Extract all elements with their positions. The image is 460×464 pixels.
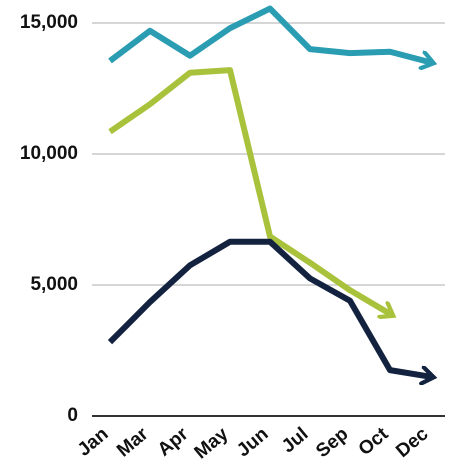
- x-tick-label: Mar: [113, 423, 153, 461]
- x-tick-label: Jun: [233, 424, 272, 462]
- x-tick-label: May: [191, 423, 233, 463]
- line-series: [107, 238, 430, 377]
- x-tick-label: Oct: [355, 423, 393, 460]
- x-tick-label: Jan: [74, 424, 113, 461]
- x-tick-label: Sep: [312, 424, 352, 462]
- y-tick-label: 10,000: [20, 143, 78, 164]
- line-series: [108, 5, 430, 63]
- x-tick-label: Dec: [392, 423, 433, 462]
- line-series: [108, 67, 390, 314]
- y-tick-label: 0: [67, 405, 78, 426]
- x-tick-label: Jul: [278, 424, 313, 458]
- x-tick-label: Apr: [154, 423, 193, 461]
- y-tick-label: 15,000: [20, 12, 78, 33]
- y-tick-label: 5,000: [30, 274, 78, 295]
